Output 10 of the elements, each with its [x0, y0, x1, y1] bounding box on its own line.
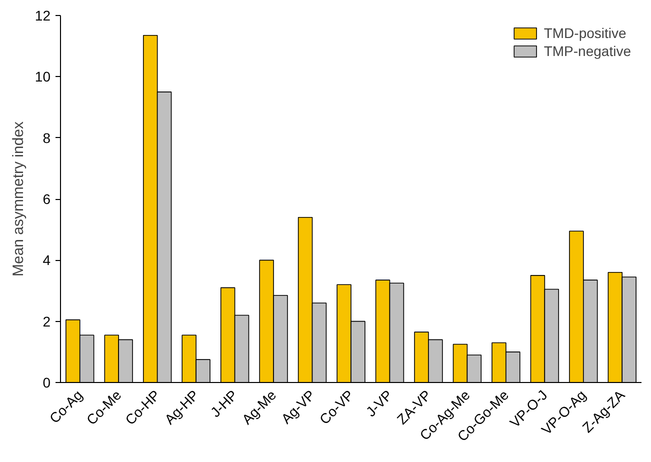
y-tick-label: 6 — [42, 191, 51, 207]
y-tick-label: 0 — [42, 374, 51, 390]
legend-label: TMD-positive — [544, 25, 626, 41]
y-tick-label: 8 — [42, 130, 51, 146]
legend-label: TMP-negative — [544, 43, 631, 59]
y-tick-label: 2 — [42, 313, 51, 330]
y-tick-label: 4 — [42, 252, 51, 268]
y-tick-label: 12 — [34, 8, 51, 24]
y-tick-label: 10 — [34, 68, 51, 85]
y-axis-title: Mean asymmetry index — [10, 120, 27, 277]
